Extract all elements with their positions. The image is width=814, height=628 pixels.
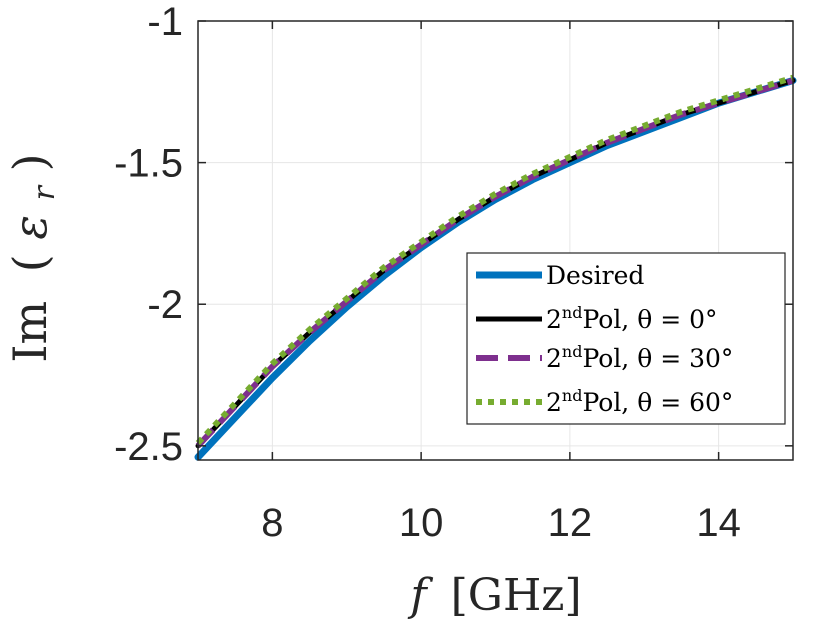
y-axis-label: Im ( ε r )	[3, 153, 65, 362]
y-axis-label-open: (	[3, 254, 57, 272]
y-axis-label-close: )	[3, 153, 57, 171]
y-axis-label-sub: r	[27, 184, 62, 200]
series-line-3	[195, 74, 794, 446]
y-tick-label: -1.5	[114, 142, 183, 186]
x-tick-label: 14	[696, 501, 741, 545]
x-tick-label: 8	[261, 501, 283, 545]
legend-label-1: 2ndPol, θ = 0°	[546, 303, 718, 334]
legend-items: Desired 2ndPol, θ = 0° 2ndPol, θ = 30° 2ndP…	[476, 261, 733, 417]
x-axis-label-var: f	[407, 570, 433, 621]
legend-label-0: Desired	[546, 261, 644, 290]
series-lines	[194, 74, 797, 461]
y-tick-label: -2	[147, 283, 183, 327]
plot-area-frame	[197, 20, 794, 461]
legend-label-3: 2ndPol, θ = 60°	[546, 386, 733, 417]
x-tick-label: 10	[399, 501, 444, 545]
legend-label-2: 2ndPol, θ = 30°	[546, 342, 733, 373]
y-tick-label: -1	[147, 0, 183, 44]
x-axis-label-unit: [GHz]	[451, 570, 582, 621]
y-axis-label-func: Im	[3, 301, 57, 363]
legend-box	[466, 252, 786, 425]
y-tick-label: -2.5	[114, 425, 183, 469]
x-tick-label: 12	[548, 501, 593, 545]
x-axis-label: f [GHz]	[407, 570, 581, 621]
y-axis-label-var: ε	[3, 215, 57, 240]
axis-ticks: 8 10 12 14 -2.5 -2 -1.5 -1	[114, 0, 793, 545]
legend: Desired 2ndPol, θ = 0° 2ndPol, θ = 30° 2ndP…	[466, 252, 786, 425]
